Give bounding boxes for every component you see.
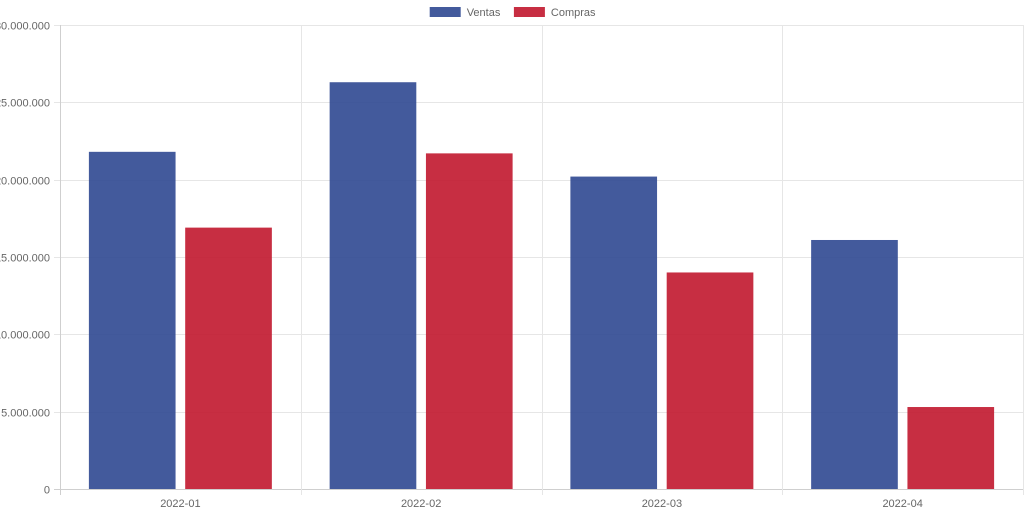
bars [88, 82, 995, 489]
x-tick-label: 2022-03 [642, 498, 682, 510]
y-tick-label: 5.000.000 [1, 408, 50, 420]
bar-compras-2022-02 [425, 153, 513, 489]
y-tick-label: 15.000.000 [0, 253, 50, 265]
bar-ventas-2022-01 [88, 151, 176, 489]
y-tick-label: 25.000.000 [0, 98, 50, 110]
bar-compras-2022-03 [666, 272, 754, 489]
bar-ventas-2022-04 [811, 239, 898, 489]
legend: Ventas Compras [429, 7, 596, 19]
x-tick-label: 2022-02 [401, 498, 441, 510]
bar-ventas-2022-02 [329, 82, 417, 489]
bar-compras-2022-01 [185, 227, 272, 489]
bar-compras-2022-04 [907, 407, 995, 489]
legend-swatch [429, 7, 461, 17]
legend-label: Ventas [467, 7, 501, 19]
bar-ventas-2022-03 [570, 176, 658, 489]
y-tick-label: 10.000.000 [0, 330, 50, 342]
y-tick-label: 30.000.000 [0, 21, 50, 33]
y-tick-label: 0 [44, 485, 50, 497]
legend-item-ventas[interactable]: Ventas [429, 7, 501, 19]
x-tick-label: 2022-01 [160, 498, 200, 510]
x-tick-label: 2022-04 [882, 498, 922, 510]
y-tick-label: 20.000.000 [0, 176, 50, 188]
legend-item-compras[interactable]: Compras [513, 7, 596, 19]
legend-swatch [513, 7, 545, 17]
axes: 0 5.000.000 10.000.000 15.000.000 20.000.000… [0, 21, 923, 511]
legend-label: Compras [551, 7, 596, 19]
